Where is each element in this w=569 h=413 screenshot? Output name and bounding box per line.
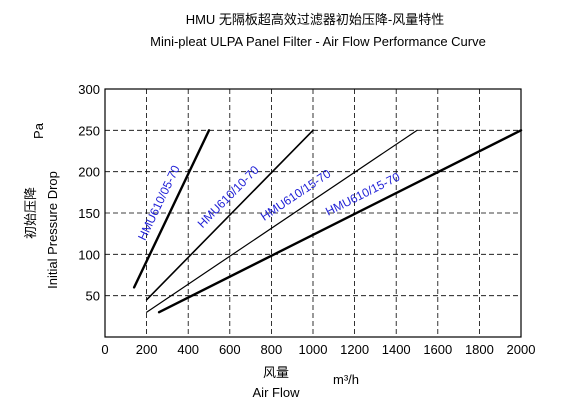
x-tick-label: 1000	[299, 342, 328, 357]
plot-frame	[104, 88, 522, 338]
x-axis-label: Air Flow	[253, 385, 301, 400]
y-tick-label: 100	[78, 247, 100, 262]
x-tick-label: 1400	[382, 342, 411, 357]
series-line	[157, 129, 523, 314]
y-tick-label: 300	[78, 82, 100, 97]
chart-subtitle: Mini-pleat ULPA Panel Filter - Air Flow …	[150, 34, 486, 49]
x-tick-label: 2000	[507, 342, 536, 357]
chart-title: HMU 无隔板超高效过滤器初始压降-风量特性	[186, 12, 445, 27]
x-axis-label-cn: 风量	[263, 365, 289, 380]
series-line	[146, 129, 418, 313]
x-tick-label: 1600	[423, 342, 452, 357]
x-tick-label: 0	[101, 342, 108, 357]
y-axis-unit: Pa	[31, 122, 46, 139]
x-tick-label: 200	[136, 342, 158, 357]
x-tick-label: 1200	[340, 342, 369, 357]
x-tick-label: 1800	[465, 342, 494, 357]
x-axis-unit: m³/h	[333, 372, 359, 387]
series-line	[132, 129, 211, 289]
series-lines	[132, 129, 523, 314]
series-line	[145, 129, 314, 301]
y-tick-label: 50	[86, 289, 100, 304]
y-tick-label: 150	[78, 206, 100, 221]
y-tick-label: 250	[78, 123, 100, 138]
x-tick-label: 800	[261, 342, 283, 357]
y-axis-label: Initial Pressure Drop	[45, 171, 60, 289]
y-tick-label: 200	[78, 165, 100, 180]
y-axis-label-cn: 初始压降	[23, 187, 38, 239]
tick-labels: 0 200 400 600 800 1000 1200 1400 1600 1800 2000 50 1…	[78, 82, 535, 357]
x-tick-label: 400	[177, 342, 199, 357]
x-tick-label: 600	[219, 342, 241, 357]
